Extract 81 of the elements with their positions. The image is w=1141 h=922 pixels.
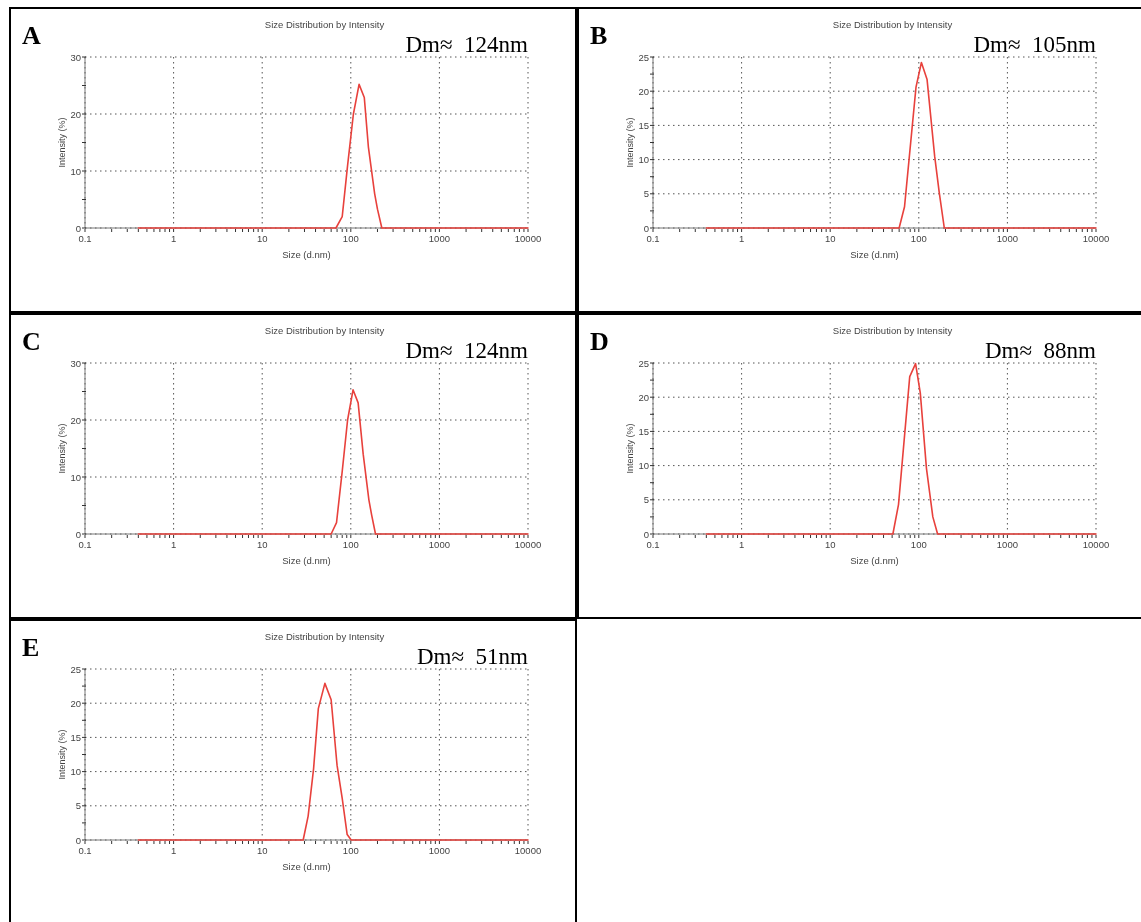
y-tick-label: 0 [643, 222, 649, 234]
x-tick-label: 0.1 [646, 539, 660, 550]
y-tick-label: 20 [70, 697, 81, 709]
x-tick-label: 1 [170, 539, 177, 550]
y-tick-label: 10 [638, 154, 649, 166]
x-tick-label: 1000 [428, 845, 450, 856]
x-tick-label: 1000 [996, 539, 1018, 550]
y-tick-label: 20 [70, 108, 81, 120]
x-axis-title: Size (d.nm) [282, 249, 331, 260]
x-axis-title: Size (d.nm) [282, 861, 331, 872]
y-tick-label: 30 [70, 357, 81, 369]
text: E [22, 633, 40, 662]
x-axis-title: Size (d.nm) [850, 555, 899, 566]
y-tick-label: 25 [638, 357, 649, 369]
x-tick-label: 100 [342, 233, 359, 244]
annotation: Dm≈ 51nm [416, 644, 529, 669]
x-tick-label: 10000 [1082, 233, 1110, 244]
text: B [590, 21, 608, 50]
chart-title: Size Distribution by Intensity [832, 19, 953, 30]
y-axis-title: Intensity (%) [625, 423, 635, 474]
chart-title: Size Distribution by Intensity [264, 325, 385, 336]
x-tick-label: 10000 [514, 539, 542, 550]
chart-title: Size Distribution by Intensity [264, 631, 385, 642]
text: D [590, 327, 609, 356]
y-tick-label: 10 [70, 766, 81, 778]
x-tick-label: 1 [738, 539, 745, 550]
x-tick-label: 1 [170, 845, 177, 856]
y-tick-label: 10 [638, 460, 649, 472]
y-axis-title: Intensity (%) [57, 117, 67, 168]
x-axis-title: Size (d.nm) [850, 249, 899, 260]
x-tick-label: 0.1 [646, 233, 660, 244]
y-axis-title: Intensity (%) [57, 729, 67, 780]
y-tick-label: 5 [75, 800, 81, 812]
y-axis-title: Intensity (%) [57, 423, 67, 474]
x-tick-label: 10000 [514, 845, 542, 856]
y-tick-label: 5 [643, 188, 649, 200]
x-tick-label: 10 [256, 845, 268, 856]
x-tick-label: 0.1 [78, 539, 92, 550]
y-tick-label: 0 [75, 528, 81, 540]
y-axis-title: Intensity (%) [625, 117, 635, 168]
y-tick-label: 10 [70, 471, 81, 483]
y-tick-label: 25 [70, 663, 81, 675]
annotation: Dm≈ 105nm [973, 32, 1097, 57]
chart-title: Size Distribution by Intensity [264, 19, 385, 30]
y-tick-label: 15 [70, 731, 81, 743]
y-tick-label: 25 [638, 51, 649, 63]
x-tick-label: 10000 [514, 233, 542, 244]
x-tick-label: 100 [342, 539, 359, 550]
x-tick-label: 0.1 [78, 233, 92, 244]
y-tick-label: 10 [70, 165, 81, 177]
x-tick-label: 100 [910, 539, 927, 550]
text: A [22, 21, 41, 50]
y-tick-label: 0 [75, 834, 81, 846]
x-tick-label: 10 [824, 233, 836, 244]
x-tick-label: 10 [824, 539, 836, 550]
y-tick-label: 15 [638, 425, 649, 437]
y-tick-label: 5 [643, 494, 649, 506]
y-tick-label: 30 [70, 51, 81, 63]
x-tick-label: 1 [170, 233, 177, 244]
annotation: Dm≈ 124nm [405, 32, 529, 57]
x-tick-label: 1000 [428, 539, 450, 550]
x-tick-label: 10 [256, 233, 268, 244]
x-tick-label: 100 [342, 845, 359, 856]
annotation: Dm≈ 124nm [405, 338, 529, 363]
y-tick-label: 15 [638, 119, 649, 131]
x-tick-label: 10000 [1082, 539, 1110, 550]
text: C [22, 327, 41, 356]
x-tick-label: 1000 [996, 233, 1018, 244]
x-axis-title: Size (d.nm) [282, 555, 331, 566]
x-tick-label: 100 [910, 233, 927, 244]
y-tick-label: 0 [75, 222, 81, 234]
x-tick-label: 1000 [428, 233, 450, 244]
x-tick-label: 0.1 [78, 845, 92, 856]
chart-title: Size Distribution by Intensity [832, 325, 953, 336]
y-tick-label: 0 [643, 528, 649, 540]
x-tick-label: 1 [738, 233, 745, 244]
y-tick-label: 20 [638, 391, 649, 403]
y-tick-label: 20 [638, 85, 649, 97]
y-tick-label: 20 [70, 414, 81, 426]
annotation: Dm≈ 88nm [984, 338, 1097, 363]
x-tick-label: 10 [256, 539, 268, 550]
